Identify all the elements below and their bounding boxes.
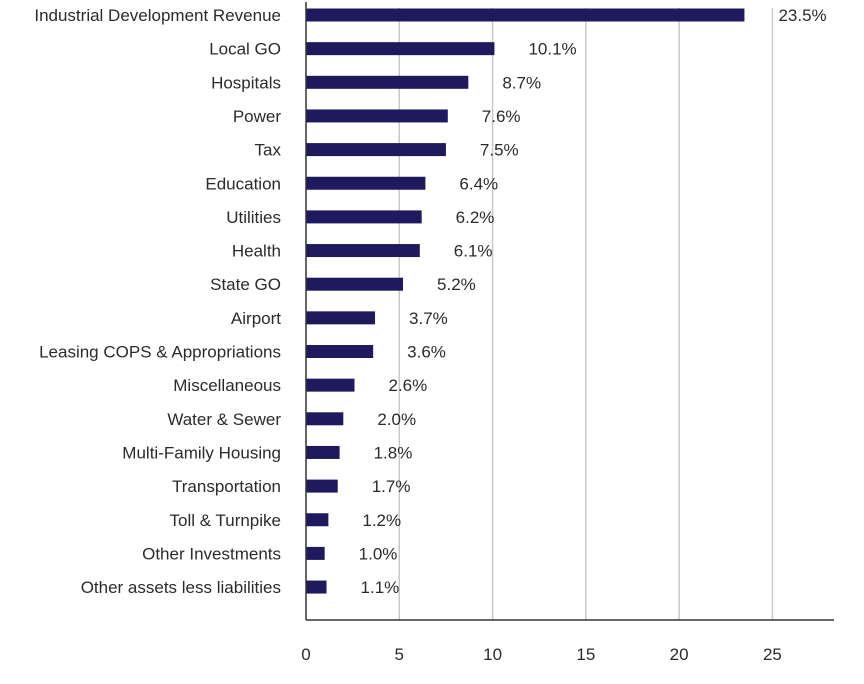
- bar: [306, 109, 448, 123]
- bar: [306, 479, 338, 493]
- category-label: Miscellaneous: [173, 376, 281, 395]
- value-label: 1.1%: [361, 578, 400, 597]
- value-label: 7.6%: [482, 107, 521, 126]
- x-tick-label: 20: [670, 645, 689, 664]
- bar: [306, 75, 469, 89]
- value-label: 23.5%: [778, 6, 826, 25]
- category-label: Hospitals: [211, 73, 281, 92]
- bar: [306, 176, 426, 190]
- category-label: Water & Sewer: [167, 410, 281, 429]
- category-label: Power: [233, 107, 282, 126]
- category-label: Leasing COPS & Appropriations: [39, 343, 281, 362]
- category-label: Transportation: [172, 477, 281, 496]
- value-label: 1.0%: [359, 544, 398, 563]
- value-label: 2.6%: [389, 376, 428, 395]
- grid-lines: [398, 8, 774, 620]
- value-label: 8.7%: [502, 73, 541, 92]
- category-label: Education: [205, 174, 281, 193]
- bar: [306, 311, 376, 325]
- category-label: Airport: [231, 309, 281, 328]
- x-tick-label: 0: [301, 645, 310, 664]
- bar: [306, 244, 420, 258]
- value-label: 6.4%: [459, 174, 498, 193]
- bar: [306, 580, 327, 594]
- value-label: 3.7%: [409, 309, 448, 328]
- bar: [306, 143, 446, 157]
- value-label: 2.0%: [377, 410, 416, 429]
- category-label: Utilities: [226, 208, 281, 227]
- bar: [306, 445, 340, 459]
- bars: [306, 8, 745, 594]
- category-label: Multi-Family Housing: [122, 443, 281, 462]
- bar: [306, 412, 344, 426]
- value-label: 7.5%: [480, 141, 519, 160]
- x-tick-label: 10: [483, 645, 502, 664]
- bar: [306, 546, 325, 560]
- bar: [306, 277, 404, 291]
- bar: [306, 42, 495, 56]
- value-label: 6.2%: [456, 208, 495, 227]
- value-label: 1.7%: [372, 477, 411, 496]
- category-label: Health: [232, 242, 281, 261]
- x-tick-label: 15: [576, 645, 595, 664]
- labels: Industrial Development Revenue 23.5% Local…: [34, 6, 826, 664]
- category-label: Other Investments: [142, 544, 281, 563]
- axes: [305, 2, 834, 621]
- category-label: Toll & Turnpike: [170, 511, 282, 530]
- value-label: 6.1%: [454, 242, 493, 261]
- bar: [306, 210, 422, 224]
- bar: [306, 345, 374, 358]
- category-label: Other assets less liabilities: [81, 578, 281, 597]
- value-label: 1.2%: [362, 511, 401, 530]
- value-label: 1.8%: [374, 443, 413, 462]
- category-label: Local GO: [209, 40, 281, 59]
- bar: [306, 378, 355, 392]
- category-label: State GO: [210, 275, 281, 294]
- bar: [306, 513, 329, 527]
- bar: [306, 8, 745, 22]
- category-label: Industrial Development Revenue: [34, 6, 281, 25]
- x-tick-label: 5: [395, 645, 404, 664]
- category-label: Tax: [255, 141, 282, 160]
- value-label: 5.2%: [437, 275, 476, 294]
- value-label: 3.6%: [407, 343, 446, 362]
- x-tick-label: 25: [763, 645, 782, 664]
- value-label: 10.1%: [528, 40, 576, 59]
